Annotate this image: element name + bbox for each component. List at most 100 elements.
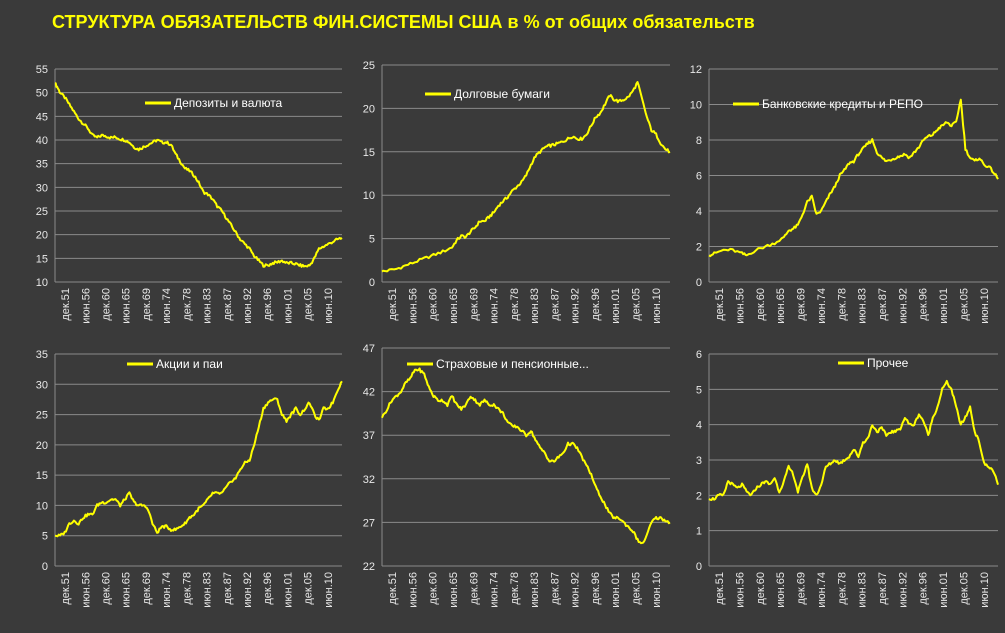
x-tick-label: июн.74 [816,572,828,608]
x-tick-label: июн.74 [816,288,828,324]
chart-3: 0 2 4 6 8 10 12 дек.51 июн.56 дек.60 июн.65 дек.69 и… [690,64,999,324]
x-tick-label: дек.51 [714,572,726,605]
x-tick-label: июн.74 [161,288,173,324]
legend: Прочее [838,356,909,370]
chart-2: 0 5 10 15 20 25 дек.51 июн.56 дек.60 июн.65 дек.69… [363,60,671,324]
x-tick-label: дек.69 [468,288,480,321]
x-tick-label: дек.60 [428,572,440,605]
x-tick-label: июн.83 [857,288,869,324]
x-tick-label: дек.87 [222,288,234,321]
x-tick-label: дек.78 [509,288,521,321]
legend: Банковские кредиты и РЕПО [733,97,923,111]
x-tick-label: дек.05 [303,288,315,321]
y-tick-label: 37 [363,430,375,442]
y-tick-label: 10 [690,100,702,112]
chart-1: 10 15 20 25 30 35 40 45 50 55 дек.51 июн.56 дек.60 ию… [36,64,343,324]
x-tick-label: июн.74 [489,572,501,608]
chart-5: 22 27 32 37 42 47 дек.51 июн.56 дек.60 июн.65 дек.… [363,343,671,608]
x-tick-label: июн.01 [610,288,622,324]
x-tick-label: июн.92 [897,572,909,608]
y-tick-label: 25 [363,60,375,72]
x-tick-label: июн.65 [448,572,460,608]
x-tick-label: дек.78 [509,572,521,605]
x-tick-label: июн.10 [323,572,335,608]
x-tick-label: дек.60 [101,288,113,321]
x-tick-label: июн.83 [202,572,214,608]
x-tick-label: дек.87 [549,288,561,321]
series-line [708,379,999,501]
x-tick-label: дек.96 [262,288,274,321]
x-tick-label: июн.74 [161,572,173,608]
x-tick-label: июн.83 [529,288,541,324]
y-tick-label: 22 [363,561,375,573]
x-tick-label: дек.96 [262,572,274,605]
legend-label: Акции и паи [156,357,223,371]
y-tick-label: 15 [36,253,48,265]
x-tick-label: июн.01 [282,572,294,608]
legend: Акции и паи [127,357,223,371]
x-tick-label: июн.01 [938,288,950,324]
x-tick-label: июн.56 [80,572,92,608]
x-tick-label: июн.10 [651,572,663,608]
x-tick-label: дек.60 [428,288,440,321]
x-tick-label: июн.83 [202,288,214,324]
y-tick-label: 5 [369,234,375,246]
x-tick-label: июн.83 [857,572,869,608]
x-tick-label: дек.05 [958,288,970,321]
x-tick-label: дек.69 [796,288,808,321]
x-tick-label: дек.60 [755,288,767,321]
series-line [381,367,671,545]
y-tick-label: 4 [696,420,702,432]
x-tick-label: июн.01 [938,572,950,608]
y-tick-label: 35 [36,159,48,171]
series-line [381,81,671,273]
y-tick-label: 40 [36,135,48,147]
x-tick-label: июн.10 [323,288,335,324]
y-tick-label: 8 [696,135,702,147]
x-tick-label: дек.96 [590,288,602,321]
y-tick-label: 3 [696,455,702,467]
x-tick-label: дек.78 [836,572,848,605]
x-tick-label: дек.78 [181,572,193,605]
chart-6: 0 1 2 3 4 5 6 дек.51 июн.56 дек.60 июн.65 дек.69 июн… [696,349,999,608]
y-tick-label: 55 [36,64,48,76]
x-tick-label: июн.92 [242,572,254,608]
x-tick-label: дек.96 [918,288,930,321]
x-tick-label: июн.10 [651,288,663,324]
x-tick-label: июн.56 [407,572,419,608]
x-tick-label: июн.56 [735,572,747,608]
x-tick-label: дек.51 [714,288,726,321]
x-tick-label: июн.65 [121,572,133,608]
x-tick-label: июн.92 [242,288,254,324]
x-tick-label: дек.78 [181,288,193,321]
y-tick-label: 30 [36,379,48,391]
x-tick-label: июн.92 [570,572,582,608]
y-tick-label: 47 [363,343,375,355]
legend-label: Депозиты и валюта [174,96,283,110]
x-tick-label: дек.51 [387,572,399,605]
series-line [54,82,343,268]
x-tick-label: дек.87 [222,572,234,605]
x-tick-label: июн.65 [121,288,133,324]
y-tick-label: 0 [696,561,702,573]
legend: Депозиты и валюта [145,96,283,110]
x-tick-label: июн.65 [775,572,787,608]
x-tick-label: дек.96 [590,572,602,605]
y-tick-label: 2 [696,490,702,502]
legend-label: Банковские кредиты и РЕПО [762,97,923,111]
x-tick-label: дек.78 [836,288,848,321]
x-tick-label: дек.51 [387,288,399,321]
y-tick-label: 6 [696,349,702,361]
y-tick-label: 50 [36,88,48,100]
x-tick-label: дек.69 [141,288,153,321]
legend-label: Прочее [867,356,909,370]
y-tick-label: 45 [36,111,48,123]
y-tick-label: 27 [363,517,375,529]
legend: Страховые и пенсионные... [407,357,589,371]
y-tick-label: 5 [696,384,702,396]
x-tick-label: июн.83 [529,572,541,608]
legend: Долговые бумаги [425,87,550,101]
y-tick-label: 10 [363,190,375,202]
y-tick-label: 0 [42,561,48,573]
